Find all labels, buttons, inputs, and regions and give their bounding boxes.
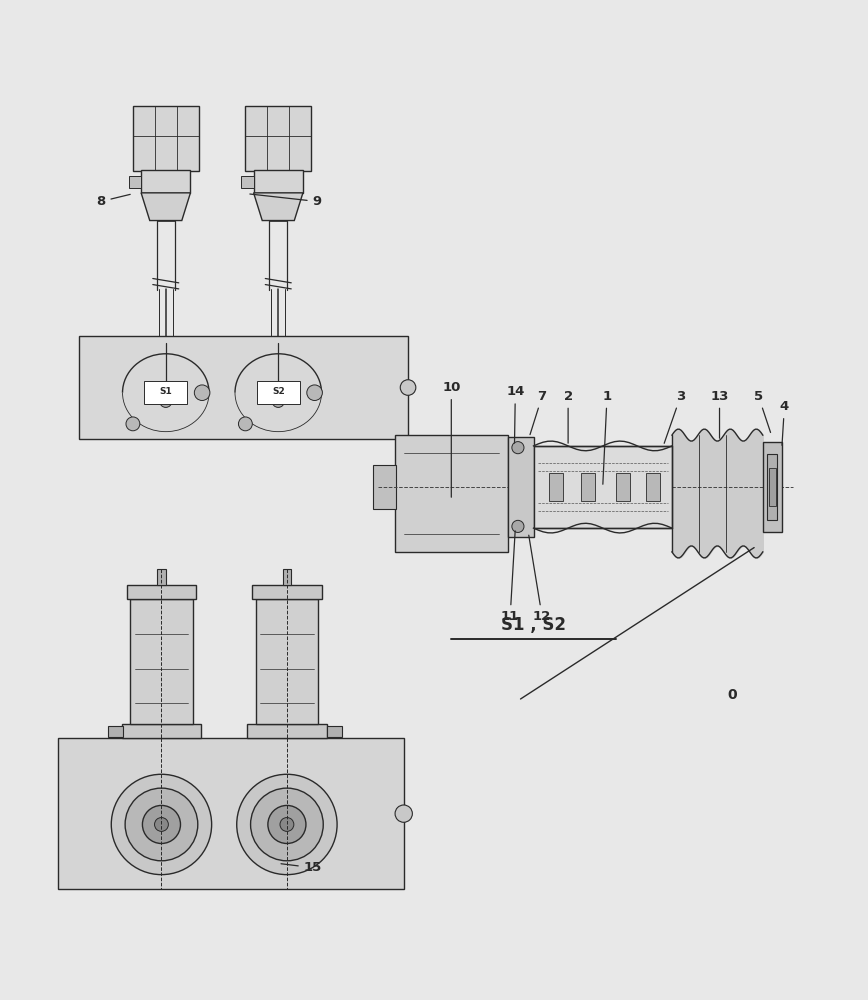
Bar [534, 446, 672, 528]
Circle shape [268, 805, 306, 843]
Bar [257, 381, 299, 404]
Bar [283, 569, 292, 585]
Circle shape [237, 774, 337, 875]
Text: 9: 9 [250, 194, 322, 208]
Bar [122, 724, 201, 738]
Bar [763, 442, 782, 532]
Polygon shape [141, 193, 190, 221]
Bar [246, 106, 311, 171]
Bar [144, 381, 187, 404]
Text: 10: 10 [442, 381, 461, 497]
Circle shape [280, 818, 294, 831]
Bar [581, 473, 595, 501]
Bar [241, 176, 253, 188]
Bar [129, 176, 141, 188]
Bar [108, 726, 123, 737]
Text: 7: 7 [530, 390, 547, 435]
Circle shape [155, 818, 168, 831]
Bar [256, 599, 318, 724]
Bar [508, 437, 534, 537]
Text: 13: 13 [710, 390, 729, 438]
Text: 4: 4 [779, 400, 789, 445]
Bar [326, 726, 342, 737]
Bar [395, 435, 508, 552]
Circle shape [400, 380, 416, 395]
Text: 1: 1 [602, 390, 612, 484]
Circle shape [251, 788, 323, 861]
Text: 0: 0 [727, 688, 737, 702]
Bar [253, 585, 321, 599]
Bar [79, 336, 408, 439]
Bar [373, 465, 396, 509]
Bar [57, 738, 404, 889]
Bar [769, 468, 776, 506]
Text: S1: S1 [160, 387, 172, 396]
Circle shape [111, 774, 212, 875]
Circle shape [395, 805, 412, 822]
Bar [767, 454, 778, 520]
Bar [615, 473, 629, 501]
Circle shape [239, 417, 253, 431]
Text: 15: 15 [281, 861, 322, 874]
Text: 8: 8 [96, 194, 130, 208]
Circle shape [273, 395, 285, 407]
Circle shape [160, 395, 172, 407]
Bar [130, 599, 193, 724]
Circle shape [306, 385, 322, 400]
Circle shape [125, 788, 198, 861]
Text: 2: 2 [563, 390, 573, 443]
Circle shape [512, 520, 524, 532]
Circle shape [142, 805, 181, 843]
Bar [133, 106, 199, 171]
Bar [127, 585, 196, 599]
Text: 11: 11 [501, 531, 519, 623]
Bar [646, 473, 660, 501]
Circle shape [194, 385, 210, 400]
Text: S1 , S2: S1 , S2 [501, 616, 566, 634]
Bar [247, 724, 326, 738]
Text: S2: S2 [272, 387, 285, 396]
Bar [253, 170, 303, 193]
Circle shape [126, 417, 140, 431]
Bar [549, 473, 563, 501]
Text: 12: 12 [529, 535, 551, 623]
Polygon shape [253, 193, 303, 221]
Bar [141, 170, 190, 193]
Bar [157, 569, 166, 585]
Text: 5: 5 [754, 390, 771, 432]
Text: 3: 3 [664, 390, 685, 443]
Circle shape [512, 442, 524, 454]
Text: 14: 14 [506, 385, 524, 443]
